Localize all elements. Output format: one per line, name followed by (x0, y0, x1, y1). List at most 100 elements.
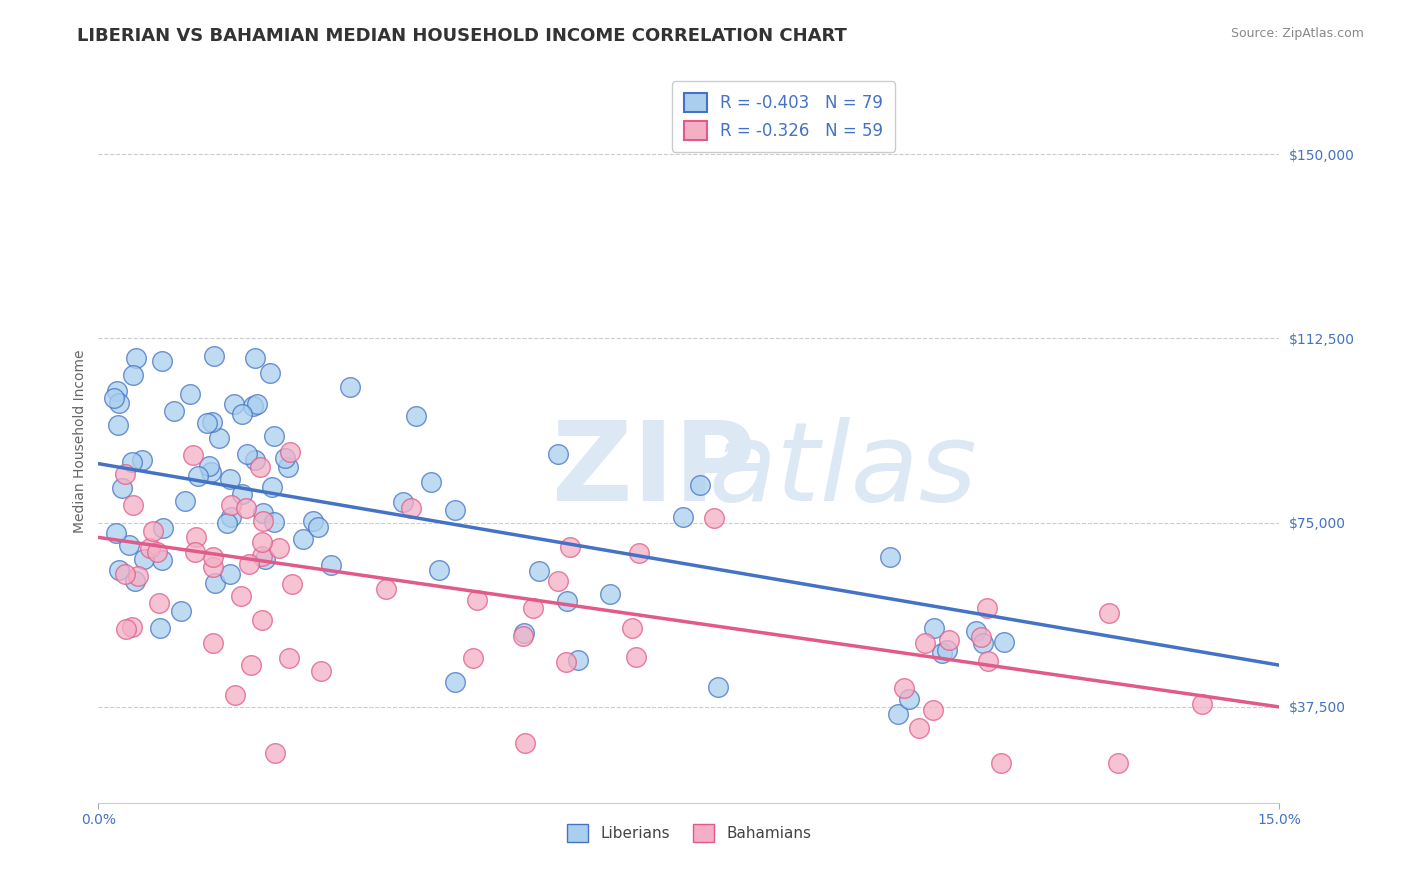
Text: Source: ZipAtlas.com: Source: ZipAtlas.com (1230, 27, 1364, 40)
Point (184, 545, 207, 559)
Point (218, 566, 240, 581)
Point (186, 530, 208, 544)
Point (427, 564, 450, 578)
Point (252, 506, 274, 520)
Point (513, 736, 536, 750)
Point (444, 503, 467, 517)
Point (215, 516, 238, 531)
Point (938, 633, 960, 648)
Point (879, 549, 901, 564)
Point (243, 453, 266, 467)
Point (375, 582, 398, 597)
Point (993, 635, 1015, 649)
Point (121, 620, 143, 634)
Point (513, 626, 536, 640)
Point (931, 646, 953, 660)
Point (628, 546, 651, 560)
Point (965, 624, 987, 639)
Point (893, 681, 915, 695)
Point (252, 514, 274, 528)
Legend: Liberians, Bahamians: Liberians, Bahamians (560, 816, 818, 849)
Text: ZIP: ZIP (551, 417, 755, 524)
Point (972, 636, 994, 650)
Point (204, 575, 226, 590)
Point (163, 404, 186, 418)
Point (198, 458, 221, 473)
Point (914, 635, 936, 649)
Point (118, 538, 141, 552)
Point (121, 455, 143, 469)
Point (977, 654, 1000, 668)
Point (238, 557, 260, 571)
Point (208, 431, 231, 445)
Point (246, 397, 269, 411)
Point (183, 449, 205, 463)
Point (935, 643, 957, 657)
Point (224, 397, 246, 411)
Point (567, 653, 589, 667)
Point (277, 459, 299, 474)
Point (274, 450, 297, 465)
Point (250, 613, 273, 627)
Point (558, 540, 581, 554)
Point (114, 566, 136, 581)
Point (242, 399, 264, 413)
Point (527, 565, 550, 579)
Point (922, 621, 945, 635)
Point (103, 391, 125, 405)
Point (245, 351, 267, 366)
Point (231, 407, 253, 421)
Point (420, 475, 443, 489)
Point (201, 415, 224, 429)
Point (263, 746, 285, 760)
Point (555, 594, 578, 608)
Point (200, 465, 222, 479)
Point (125, 351, 148, 366)
Point (179, 387, 201, 401)
Point (174, 494, 197, 508)
Point (512, 629, 534, 643)
Point (150, 553, 173, 567)
Point (463, 651, 485, 665)
Point (108, 564, 131, 578)
Point (105, 384, 128, 398)
Point (547, 574, 569, 589)
Point (706, 680, 728, 694)
Point (887, 706, 910, 721)
Point (621, 621, 644, 635)
Point (444, 674, 467, 689)
Point (278, 651, 301, 665)
Point (292, 532, 315, 546)
Point (1107, 756, 1129, 771)
Point (114, 467, 136, 481)
Point (132, 552, 155, 566)
Point (149, 621, 172, 635)
Point (689, 478, 711, 492)
Point (624, 649, 647, 664)
Point (236, 447, 259, 461)
Point (263, 429, 285, 443)
Point (392, 495, 415, 509)
Point (107, 418, 129, 433)
Point (671, 509, 693, 524)
Point (259, 366, 281, 380)
Point (131, 453, 153, 467)
Point (302, 514, 325, 528)
Point (1191, 697, 1213, 711)
Point (554, 655, 576, 669)
Point (124, 574, 146, 588)
Point (897, 692, 920, 706)
Point (104, 526, 127, 541)
Point (908, 721, 931, 735)
Point (976, 600, 998, 615)
Point (547, 447, 569, 461)
Point (401, 501, 423, 516)
Point (307, 520, 329, 534)
Point (224, 688, 246, 702)
Point (253, 552, 276, 566)
Point (219, 498, 242, 512)
Point (195, 417, 218, 431)
Point (187, 468, 209, 483)
Point (170, 604, 193, 618)
Point (202, 559, 225, 574)
